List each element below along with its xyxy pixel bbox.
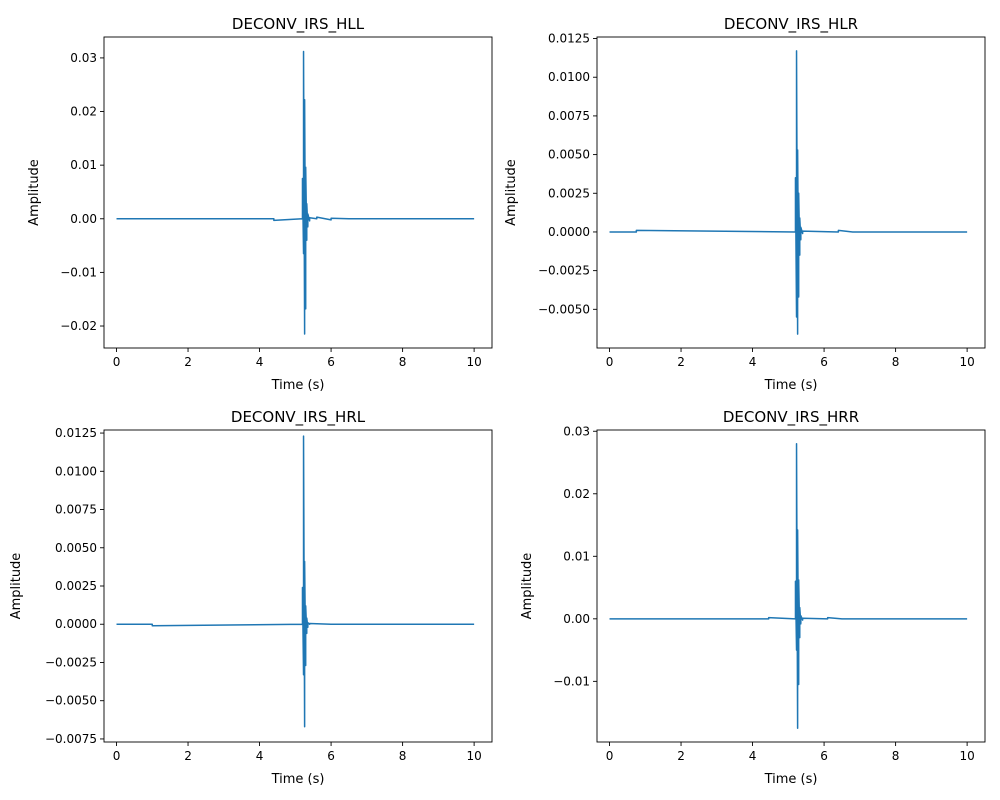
subplot-2: DECONV_IRS_HLR 0 2 4 6 8 10 −0.0050 −0.0025 0.000… (504, 15, 986, 393)
y-tick-label: 0.02 (563, 487, 590, 501)
x-tick-label: 0 (606, 749, 614, 763)
y-tick-label: 0.0000 (548, 225, 590, 239)
subplot-3: DECONV_IRS_HRL 0 2 4 6 8 10 −0.0075 −0.0050 −0.00… (9, 408, 493, 787)
x-tick-label: 10 (959, 749, 974, 763)
x-tick-label: 2 (677, 355, 685, 369)
y-tick-label: 0.01 (563, 549, 590, 563)
x-tick-label: 6 (820, 749, 828, 763)
x-tick-label: 4 (749, 355, 757, 369)
subplot-title: DECONV_IRS_HRL (231, 408, 366, 427)
x-tick-label: 10 (466, 749, 481, 763)
x-tick-label: 2 (184, 749, 192, 763)
y-tick-label: −0.0075 (45, 732, 97, 746)
y-tick-label: 0.00 (70, 212, 97, 226)
y-tick-label: 0.02 (70, 105, 97, 119)
y-tick-label: −0.01 (60, 265, 97, 279)
x-axis-label: Time (s) (271, 378, 325, 393)
subplot-1: DECONV_IRS_HLL 0 2 4 6 8 10 −0.02 −0.01 0.00 0.01 0… (27, 15, 493, 393)
y-tick-label: −0.0025 (538, 264, 590, 278)
y-tick-label: 0.0075 (55, 503, 97, 517)
x-tick-label: 6 (327, 355, 335, 369)
x-tick-label: 0 (606, 355, 614, 369)
y-tick-label: 0.00 (563, 612, 590, 626)
x-tick-label: 4 (256, 749, 264, 763)
x-tick-label: 2 (184, 355, 192, 369)
axes-frame (596, 36, 986, 349)
y-tick-label: 0.0075 (548, 109, 590, 123)
y-tick-label: 0.0100 (548, 70, 590, 84)
y-tick-label: 0.0025 (548, 186, 590, 200)
y-tick-label: 0.0100 (55, 464, 97, 478)
y-axis-label: Amplitude (27, 159, 42, 226)
x-axis-label: Time (s) (764, 378, 818, 393)
y-tick-label: 0.0125 (55, 426, 97, 440)
x-tick-label: 0 (113, 355, 121, 369)
y-tick-label: −0.01 (553, 674, 590, 688)
y-tick-label: 0.0025 (55, 579, 97, 593)
series-line (116, 50, 475, 335)
x-tick-label: 10 (466, 355, 481, 369)
x-axis-label: Time (s) (764, 772, 818, 787)
subplot-title: DECONV_IRS_HLL (232, 15, 365, 34)
axes-frame (103, 36, 493, 349)
y-tick-label: 0.0000 (55, 617, 97, 631)
y-axis-label: Amplitude (520, 553, 535, 620)
y-tick-label: 0.03 (563, 424, 590, 438)
series-line (116, 435, 475, 728)
y-tick-label: −0.0050 (538, 302, 590, 316)
x-tick-label: 4 (749, 749, 757, 763)
x-tick-label: 8 (892, 749, 900, 763)
x-tick-label: 0 (113, 749, 121, 763)
y-tick-label: 0.01 (70, 158, 97, 172)
subplot-title: DECONV_IRS_HRR (723, 408, 859, 427)
y-axis-label: Amplitude (9, 553, 24, 620)
x-tick-label: 8 (399, 355, 407, 369)
x-tick-label: 4 (256, 355, 264, 369)
x-tick-label: 6 (820, 355, 828, 369)
x-tick-label: 10 (959, 355, 974, 369)
x-tick-label: 8 (399, 749, 407, 763)
x-tick-label: 2 (677, 749, 685, 763)
y-tick-label: 0.0125 (548, 32, 590, 46)
series-line (609, 443, 968, 729)
y-tick-label: −0.02 (60, 319, 97, 333)
y-tick-label: −0.0050 (45, 694, 97, 708)
subplot-4: DECONV_IRS_HRR 0 2 4 6 8 10 −0.01 0.00 0.01 0.02 0.… (520, 408, 986, 787)
y-axis-label: Amplitude (504, 159, 519, 226)
y-tick-label: 0.0050 (55, 541, 97, 555)
x-tick-label: 6 (327, 749, 335, 763)
x-axis-label: Time (s) (271, 772, 325, 787)
y-tick-label: −0.0025 (45, 655, 97, 669)
x-tick-label: 8 (892, 355, 900, 369)
y-tick-label: 0.0050 (548, 148, 590, 162)
axes-frame (596, 429, 986, 743)
y-tick-label: 0.03 (70, 51, 97, 65)
subplot-title: DECONV_IRS_HLR (724, 15, 858, 34)
series-line (609, 50, 968, 335)
